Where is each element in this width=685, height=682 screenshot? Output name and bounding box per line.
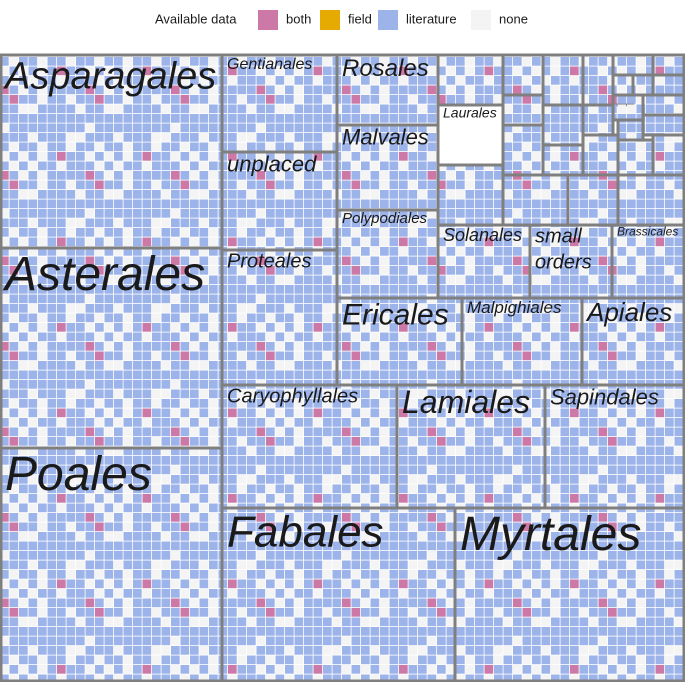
group-label: Malvales: [342, 124, 429, 149]
group-label: Caryophyllales: [227, 386, 358, 408]
minor-group: [501, 173, 570, 227]
minor-group: [581, 103, 615, 137]
group-label: Laurales: [443, 104, 497, 120]
group-box: [0, 446, 224, 682]
group-label: small orders: [535, 226, 592, 274]
group-box: [436, 223, 532, 300]
group-label: Malpighiales: [467, 298, 562, 317]
group-label: Ericales: [342, 298, 449, 331]
minor-group: [501, 53, 545, 97]
group-label: Brassicales: [617, 225, 678, 239]
group-box: [335, 123, 440, 212]
group-label: Apiales: [585, 297, 672, 327]
legend-label: both: [286, 11, 311, 26]
group-label: Proteales: [227, 251, 312, 273]
minor-group: [541, 143, 585, 177]
group-label: Polypodiales: [342, 210, 428, 227]
group-label: Asparagales: [3, 55, 216, 97]
minor-group: [616, 138, 655, 177]
minor-group: [501, 123, 545, 177]
minor-group: [581, 53, 615, 107]
minor-group: [616, 173, 685, 227]
minor-group: [611, 93, 645, 122]
group-label: Sapindales: [550, 384, 659, 409]
minor-group: [541, 103, 585, 147]
minor-group: [651, 133, 685, 177]
legend-swatch: [320, 10, 340, 30]
minor-group: [501, 93, 545, 127]
minor-group: [611, 53, 655, 77]
group-label: Fabales: [227, 508, 384, 557]
legend-swatch: [258, 10, 278, 30]
minor-group: [641, 113, 685, 137]
minor-group: [651, 73, 685, 97]
group-label: Asterales: [2, 248, 205, 301]
legend-swatch: [378, 10, 398, 30]
group-box: [543, 383, 685, 510]
minor-group: [651, 53, 685, 77]
group-label: unplaced: [227, 151, 317, 176]
group-box: [395, 383, 547, 510]
legend-label: field: [348, 11, 372, 26]
group-box: [220, 383, 399, 510]
legend-label: none: [499, 11, 528, 26]
legend-label: literature: [406, 11, 457, 26]
group-label: Gentianales: [227, 56, 312, 73]
minor-group: [436, 53, 505, 107]
minor-group: [616, 118, 645, 142]
legend-title: Available data: [155, 11, 237, 26]
minor-group: [641, 93, 685, 117]
treemap-border: [0, 53, 685, 682]
group-label: Rosales: [342, 55, 429, 82]
group-label: Poales: [5, 448, 152, 501]
group-box: [220, 506, 457, 682]
legend-swatch: [471, 10, 491, 30]
group-label: Lamiales: [402, 384, 530, 420]
group-label: Solanales: [443, 225, 522, 245]
minor-group: [581, 133, 620, 177]
group-label: Myrtales: [460, 508, 641, 561]
minor-group: [631, 73, 655, 97]
minor-group: [541, 53, 585, 107]
group-box: [453, 506, 685, 682]
minor-group: [566, 173, 620, 227]
minor-group: [436, 163, 505, 227]
group-box: [0, 53, 224, 250]
